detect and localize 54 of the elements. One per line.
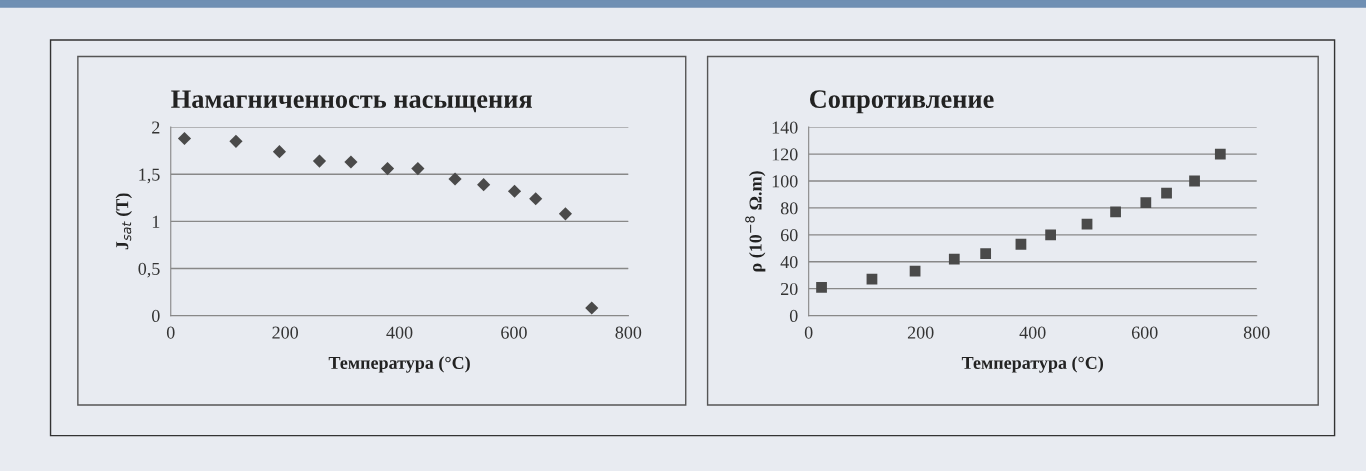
x-tick-label: 600 (1131, 326, 1158, 339)
y-tick-label: 80 (780, 202, 798, 215)
point (344, 155, 358, 169)
chart-title: Намагниченность насыщения (171, 90, 532, 113)
point (448, 172, 462, 186)
y-tick-label: 0,5 (138, 262, 160, 278)
x-tick-label: 400 (1019, 326, 1046, 339)
y-tick-label: 1 (152, 215, 160, 228)
point (1015, 238, 1027, 250)
point (816, 281, 827, 293)
point (177, 131, 192, 146)
point (1214, 148, 1226, 160)
x-tick-label: 800 (1243, 326, 1270, 339)
point (866, 273, 878, 285)
point (585, 301, 599, 315)
x-tick-label: 0 (166, 326, 175, 339)
point (1189, 175, 1200, 187)
point (558, 207, 573, 221)
point (507, 184, 522, 198)
x-tick-label: 400 (386, 326, 413, 339)
y-axis-title: ρ (10$^{−8}$ Ω.m) (745, 171, 766, 272)
point (1140, 197, 1152, 208)
x-axis-title: Температура (°C) (328, 356, 470, 373)
y-tick-label: 2 (152, 121, 160, 134)
y-tick-label: 60 (780, 229, 798, 242)
x-tick-label: 200 (907, 326, 934, 339)
y-tick-label: 1,5 (139, 168, 160, 184)
point (229, 134, 243, 148)
y-axis-title: J$_{sat}$ (T) (115, 193, 132, 250)
y-tick-label: 100 (772, 175, 798, 188)
y-tick-label: 20 (780, 282, 798, 296)
chart-title: Сопротивление (809, 90, 994, 114)
x-tick-label: 800 (615, 326, 642, 339)
point (529, 192, 543, 206)
x-tick-label: 0 (804, 326, 813, 339)
point (948, 253, 960, 265)
point (980, 248, 992, 260)
y-tick-label: 120 (772, 148, 798, 161)
y-tick-label: 0 (789, 309, 798, 323)
point (477, 178, 491, 192)
x-axis-title: Температура (°C) (961, 356, 1104, 373)
point (909, 265, 921, 277)
point (312, 154, 327, 168)
y-tick-label: 40 (780, 256, 798, 269)
point (380, 162, 395, 176)
y-tick-label: 140 (772, 121, 798, 134)
point (272, 145, 287, 159)
point (1161, 187, 1172, 199)
x-tick-label: 200 (272, 326, 299, 339)
y-tick-label: 0 (151, 309, 160, 323)
point (1110, 206, 1121, 218)
point (1045, 229, 1056, 241)
x-tick-label: 600 (501, 326, 527, 339)
point (411, 162, 425, 176)
